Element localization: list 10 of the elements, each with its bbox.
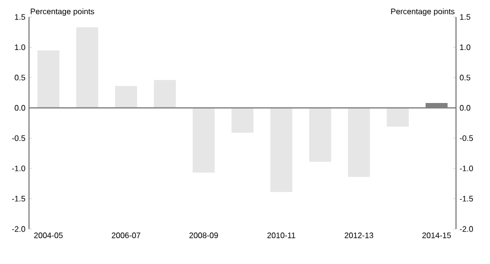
bar — [37, 50, 60, 108]
bar — [348, 108, 370, 177]
bar — [386, 108, 409, 127]
bar — [115, 86, 138, 108]
bar — [76, 27, 98, 108]
bar — [309, 108, 332, 162]
bar — [154, 80, 176, 108]
bar — [270, 108, 292, 192]
bar — [192, 108, 215, 173]
bar — [232, 108, 254, 133]
